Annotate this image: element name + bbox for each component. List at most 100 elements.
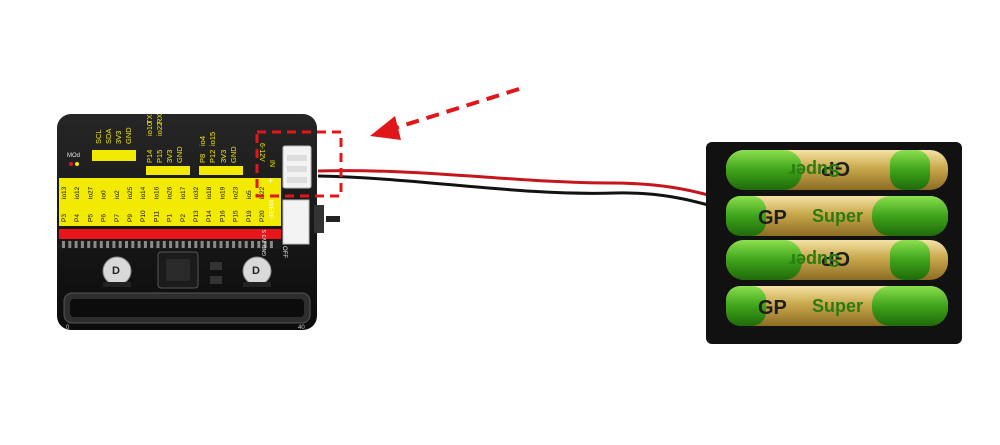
header-pin	[74, 241, 78, 248]
esp-label: MIESP	[267, 200, 273, 219]
label-p14: P14	[145, 150, 154, 163]
header-pin	[263, 241, 267, 248]
header-bottom-pin-label: io5	[246, 190, 253, 199]
label-gnd-b: GND	[175, 146, 184, 163]
chip-a	[210, 262, 222, 270]
capacitor-left: D	[102, 256, 132, 287]
red-wire	[317, 169, 713, 198]
header-bottom-pin-label: io18	[206, 186, 213, 199]
header-pin	[143, 241, 147, 248]
label-3v3-b: 3V3	[165, 150, 174, 163]
header-pin	[68, 241, 72, 248]
label-p15: P15	[155, 150, 164, 163]
battery-label: Super	[789, 250, 840, 270]
rail-label: GND 3V3 S	[262, 229, 268, 256]
header-bottom-pin-label: io23	[233, 186, 240, 199]
plus-mark: +	[268, 176, 273, 186]
header-pin	[137, 241, 141, 248]
label-io22: io22	[155, 122, 164, 136]
header-top-pin-label: P15	[233, 210, 240, 222]
label-scl: SCL	[94, 129, 103, 144]
header-top-3	[199, 166, 243, 175]
header-pin	[169, 241, 173, 248]
header-bottom-pin-label: io0	[101, 190, 108, 199]
slide-switch	[314, 205, 324, 233]
label-p8: P8	[198, 154, 207, 163]
header-pin	[251, 241, 254, 248]
header-pin	[80, 241, 84, 248]
logo-dot-1	[69, 162, 73, 166]
power-wires	[317, 169, 713, 208]
header-top-pin-label: P16	[219, 210, 226, 222]
switch-label: OFF	[281, 246, 287, 258]
board-logo: MOd	[67, 153, 80, 159]
header-pin	[232, 241, 236, 248]
label-io10: io10	[145, 122, 154, 136]
battery-brand: GP	[821, 157, 850, 179]
header-bottom-pin-label: io13	[61, 186, 68, 199]
header-bottom-pin-label: io12	[74, 186, 81, 199]
battery-brand: GP	[821, 247, 850, 269]
header-pin	[219, 241, 223, 248]
header-bottom-pin-label: io17	[180, 186, 187, 199]
header-pin	[225, 241, 229, 248]
edge-start: 0	[66, 325, 70, 331]
header-pin	[125, 241, 128, 248]
header-top-pin-label: P5	[87, 214, 94, 222]
logo-dot-2	[75, 162, 79, 166]
header-pin	[200, 241, 204, 248]
header-pin	[206, 241, 210, 248]
header-top-pin-label: P19	[246, 210, 253, 222]
header-bottom-pin-label: io19	[219, 186, 226, 199]
label-io15: io15	[208, 132, 217, 146]
header-top-pin-label: P11	[153, 211, 160, 222]
header-pin	[162, 241, 166, 248]
header-pin	[257, 241, 261, 248]
header-bottom-pin-label: io2	[114, 190, 121, 199]
battery-label: Super	[789, 160, 840, 180]
header-pin	[238, 241, 242, 248]
expansion-board: MOd SCL SDA 3V3 GND P14 P15 3V3 GND io10…	[57, 114, 340, 331]
header-bottom-pin-label: io14	[140, 186, 147, 199]
edge-end: 40	[298, 325, 305, 331]
header-top-pin-label: P20	[259, 210, 266, 222]
main-header-yellow	[59, 178, 281, 226]
battery-brand: GP	[758, 207, 787, 229]
chip-b	[210, 276, 222, 284]
input-label: IN	[268, 160, 275, 167]
voltage-label: 6-12V	[258, 143, 265, 162]
header-bottom-pin-label: io22	[259, 186, 266, 199]
annotation-arrow	[370, 87, 520, 140]
svg-text:D: D	[252, 265, 260, 277]
header-top-pin-label: P13	[193, 210, 200, 222]
header-pin	[181, 241, 185, 248]
header-pin	[244, 241, 248, 248]
label-gnd-a: GND	[124, 127, 133, 144]
header-bottom-pin-label: io32	[193, 186, 200, 199]
header-pin	[118, 241, 122, 248]
header-pin	[269, 241, 273, 248]
header-top-pin-label: P3	[61, 214, 68, 222]
header-bottom-pin-label: io25	[127, 186, 134, 199]
header-pin	[93, 241, 97, 248]
header-pin	[112, 241, 116, 248]
capacitor-right: D	[242, 256, 272, 287]
header-pin	[213, 241, 217, 248]
header-bottom-pin-label: io16	[153, 186, 160, 199]
top-labels: SCL SDA 3V3 GND P14 P15 3V3 GND io10 io2…	[94, 114, 238, 163]
header-top-2	[146, 166, 190, 175]
header-top-pin-label: P9	[127, 214, 134, 222]
header-bottom-pin-label: io27	[87, 186, 94, 199]
header-pin	[131, 241, 135, 248]
label-rx: RX	[155, 114, 164, 124]
header-top-pin-label: P14	[206, 210, 213, 222]
header-top-pin-label: P6	[101, 214, 108, 222]
label-sda: SDA	[104, 129, 113, 144]
highlight-box	[255, 130, 343, 198]
side-connector	[282, 199, 310, 245]
battery-label: Super	[812, 296, 863, 316]
header-pin	[175, 241, 179, 248]
